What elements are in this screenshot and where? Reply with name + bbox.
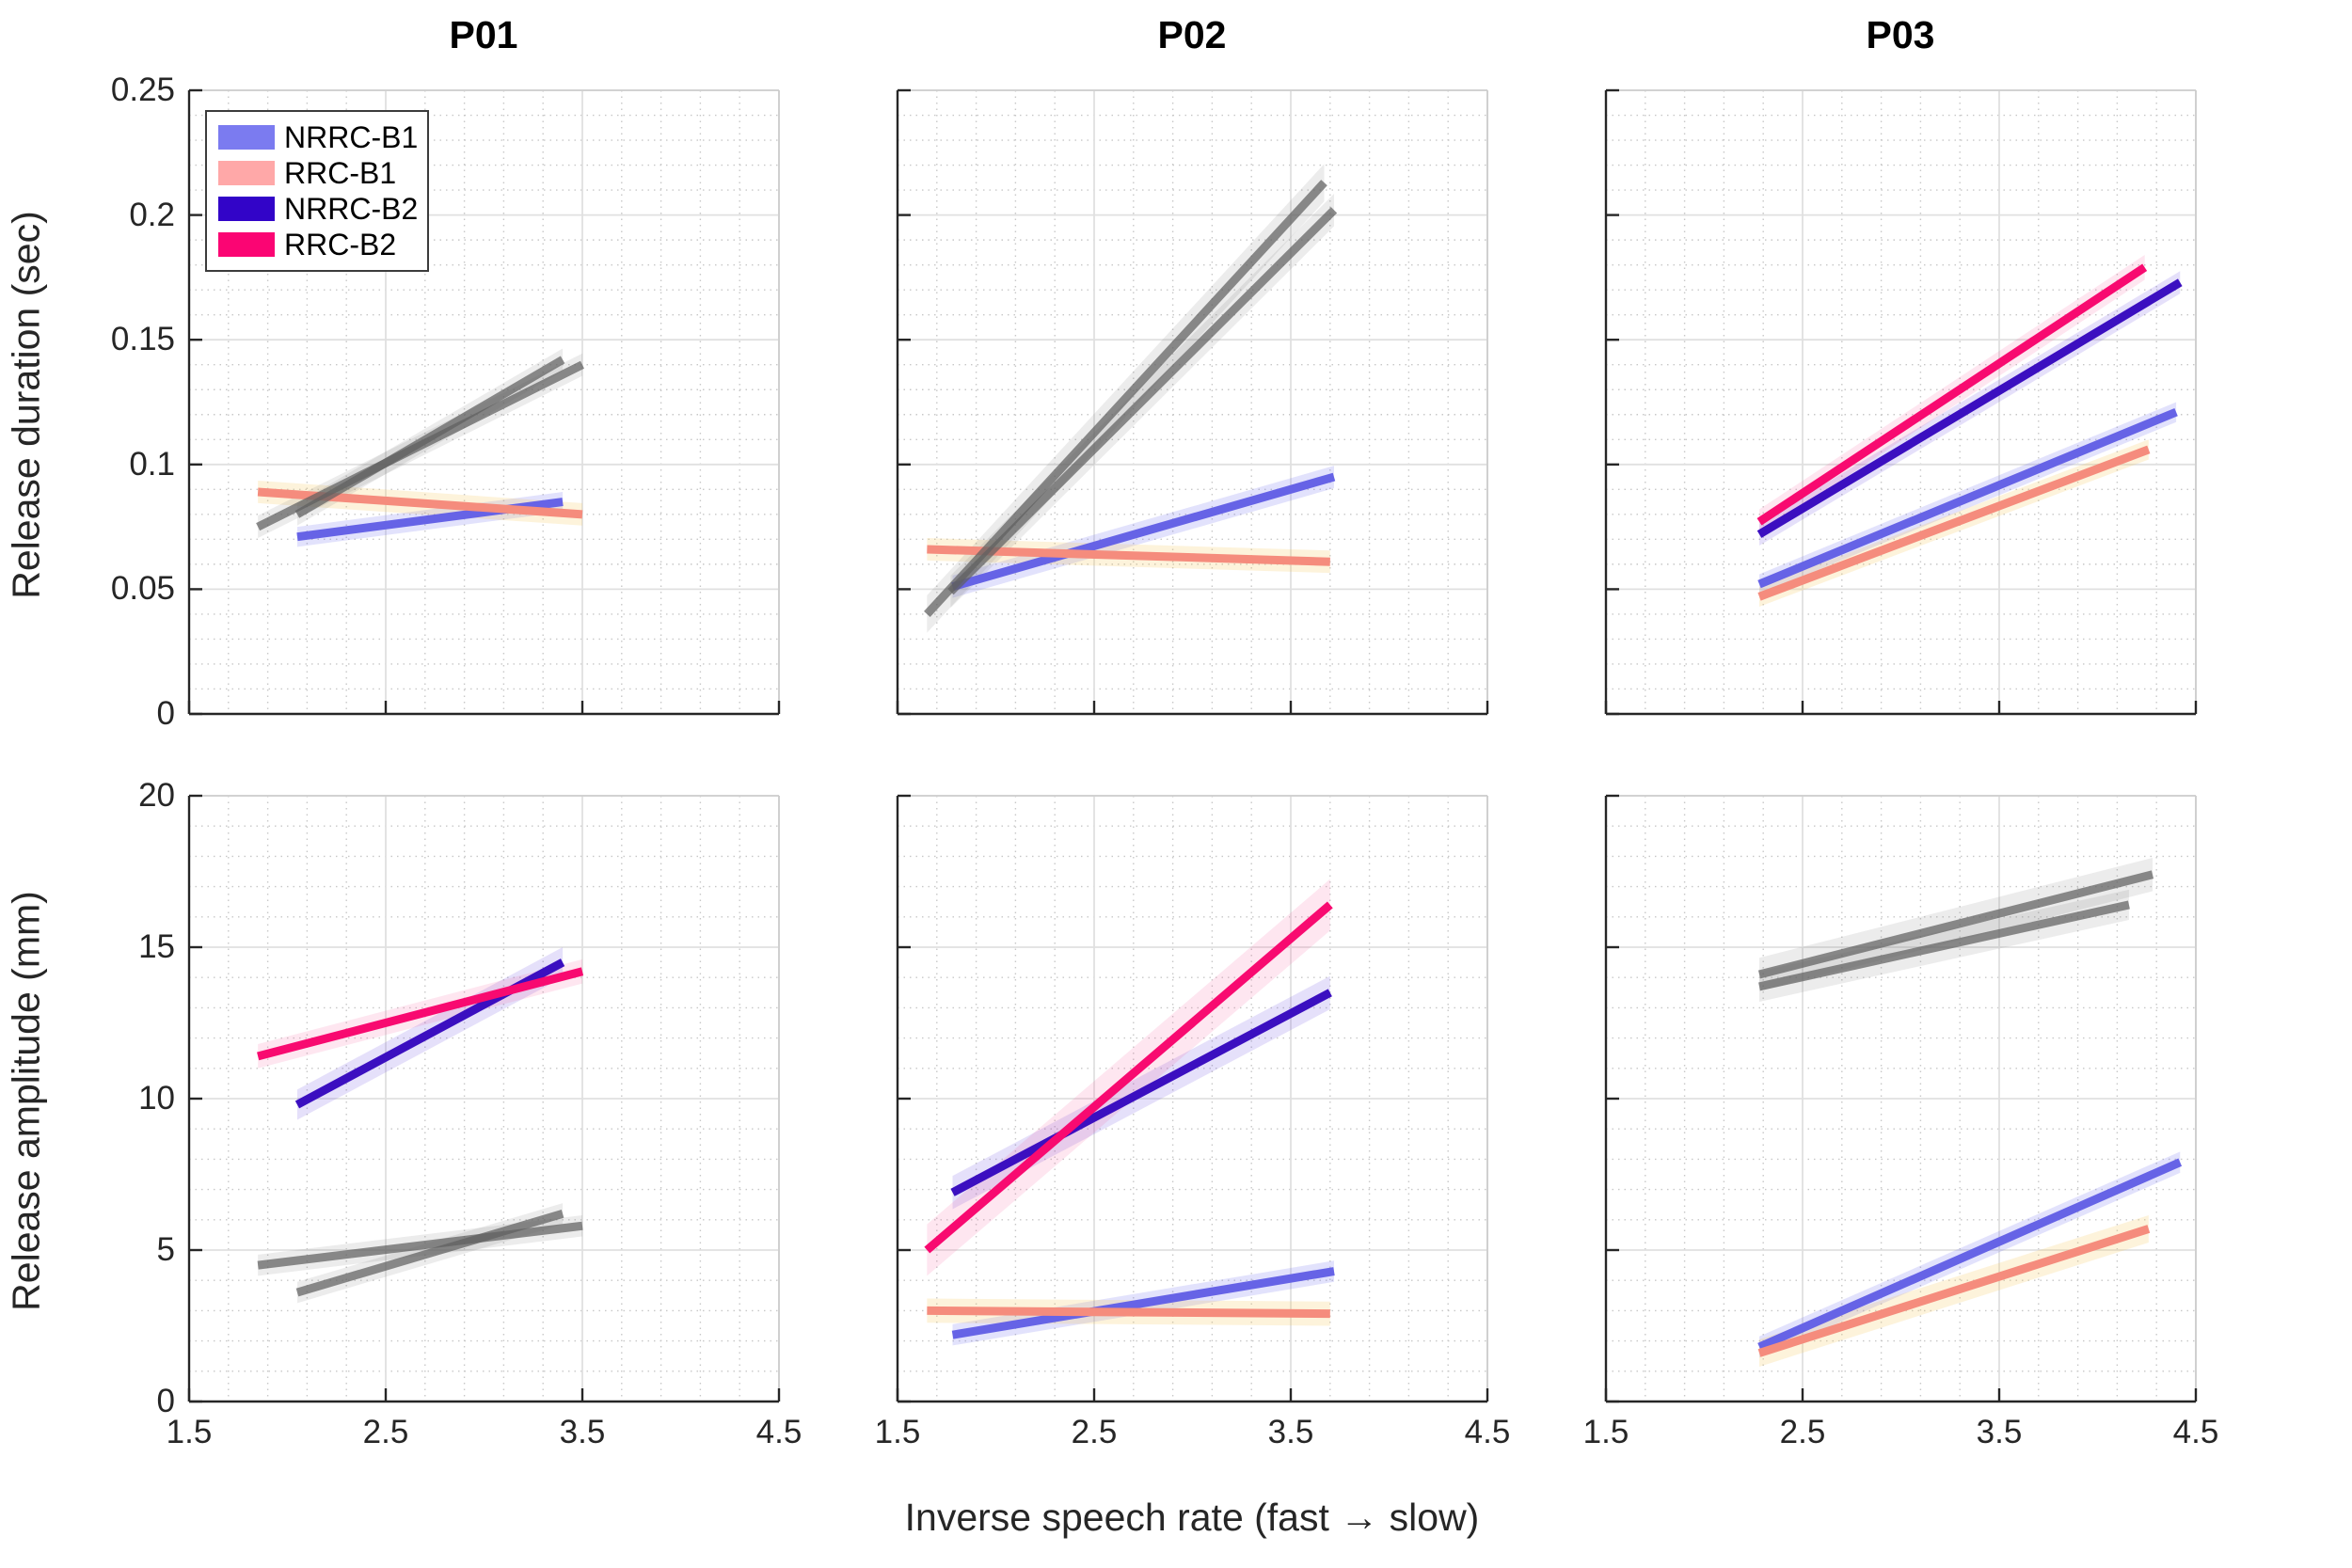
x-tick-label: 2.5 bbox=[1779, 1414, 1826, 1450]
legend-swatch-nrrc-b1 bbox=[218, 125, 275, 150]
y-axis-label-amplitude: Release amplitude (mm) bbox=[4, 891, 48, 1311]
fit-line-nrrc-b1 bbox=[295, 1210, 564, 1297]
legend-item: RRC-B1 bbox=[218, 155, 418, 191]
fit-line-nrrc-b2 bbox=[947, 207, 1338, 595]
legend-item: NRRC-B1 bbox=[218, 119, 418, 155]
fit-line-nrrc-b1 bbox=[1757, 1158, 2183, 1352]
fit-line-nrrc-b1 bbox=[951, 472, 1336, 592]
fit-line-rrc-b2 bbox=[257, 967, 584, 1061]
legend: NRRC-B1 RRC-B1 NRRC-B2 RRC-B2 bbox=[205, 110, 429, 272]
axes-box bbox=[187, 89, 780, 716]
minor-grid bbox=[189, 796, 779, 1402]
x-tick-label: 4.5 bbox=[1464, 1414, 1511, 1450]
fit-line-nrrc-b2 bbox=[1756, 278, 2183, 538]
legend-item: NRRC-B2 bbox=[218, 191, 418, 227]
tick-marks bbox=[1604, 794, 2198, 1403]
axes-box bbox=[1604, 89, 2197, 716]
legend-label-nrrc-b1: NRRC-B1 bbox=[284, 119, 419, 154]
y-tick-label: 0 bbox=[156, 1383, 175, 1419]
fit-line-rrc-b1 bbox=[1757, 445, 2151, 601]
y-tick-label: 15 bbox=[138, 928, 175, 965]
tick-marks bbox=[896, 794, 1489, 1403]
panel-P03-row0 bbox=[1604, 88, 2198, 716]
fit-line-rrc-b2 bbox=[924, 180, 1327, 617]
x-tick-label: 1.5 bbox=[166, 1414, 213, 1450]
legend-label-rrc-b2: RRC-B2 bbox=[284, 227, 397, 261]
minor-grid bbox=[1606, 90, 2196, 714]
x-tick-label: 2.5 bbox=[1071, 1414, 1118, 1450]
fit-line-rrc-b2 bbox=[1758, 900, 2130, 991]
major-grid bbox=[1605, 89, 2197, 715]
legend-label-rrc-b1: RRC-B1 bbox=[284, 155, 397, 190]
legend-item: RRC-B2 bbox=[218, 227, 418, 262]
minor-grid bbox=[898, 90, 1487, 714]
y-tick-label: 0.05 bbox=[110, 570, 175, 608]
fit-line-rrc-b1 bbox=[1757, 1225, 2151, 1357]
legend-swatch-nrrc-b2 bbox=[218, 197, 275, 221]
y-tick-label: 20 bbox=[138, 777, 175, 814]
y-tick-label: 0.2 bbox=[129, 196, 175, 233]
x-tick-label: 4.5 bbox=[2172, 1414, 2219, 1450]
fit-line-nrrc-b2 bbox=[1757, 870, 2154, 979]
y-axis-label-duration: Release duration (sec) bbox=[4, 211, 48, 599]
fit-line-rrc-b2 bbox=[924, 901, 1333, 1254]
x-tick-label: 2.5 bbox=[362, 1414, 409, 1450]
fit-line-nrrc-b1 bbox=[1757, 407, 2178, 589]
fit-line-rrc-b1 bbox=[927, 1306, 1330, 1319]
major-grid bbox=[897, 89, 1488, 715]
panel-P02-row1 bbox=[896, 794, 1489, 1403]
x-axis-label: Inverse speech rate (fast → slow) bbox=[904, 1496, 1480, 1539]
fit-line-rrc-b2 bbox=[256, 360, 585, 531]
panel-title-p01: P01 bbox=[449, 13, 518, 56]
panel-title-p02: P02 bbox=[1157, 13, 1227, 56]
tick-marks bbox=[1604, 88, 2198, 716]
fit-line-rrc-b1 bbox=[257, 1221, 583, 1270]
x-tick-label: 1.5 bbox=[874, 1414, 921, 1450]
y-tick-label: 0.25 bbox=[110, 71, 175, 108]
tick-marks bbox=[187, 794, 781, 1403]
legend-label-nrrc-b2: NRRC-B2 bbox=[284, 191, 419, 226]
axes-box bbox=[896, 89, 1488, 716]
x-tick-label: 1.5 bbox=[1582, 1414, 1629, 1450]
x-tick-label: 3.5 bbox=[559, 1414, 606, 1450]
fit-line-rrc-b2 bbox=[1756, 263, 2148, 526]
y-tick-label: 10 bbox=[138, 1080, 175, 1117]
legend-swatch-rrc-b1 bbox=[218, 161, 275, 185]
x-tick-label: 3.5 bbox=[1976, 1414, 2023, 1450]
x-tick-label: 4.5 bbox=[755, 1414, 803, 1450]
legend-swatch-rrc-b2 bbox=[218, 232, 275, 257]
y-tick-label: 5 bbox=[156, 1231, 175, 1268]
panel-title-p03: P03 bbox=[1866, 13, 1935, 56]
panel-P03-row1 bbox=[1604, 794, 2198, 1403]
y-tick-label: 0.1 bbox=[129, 445, 175, 483]
panel-P01-row1 bbox=[187, 794, 781, 1403]
tick-marks bbox=[187, 88, 781, 716]
panel-P02-row0 bbox=[896, 88, 1489, 716]
x-tick-label: 3.5 bbox=[1267, 1414, 1314, 1450]
fit-line-nrrc-b1 bbox=[951, 1267, 1335, 1339]
tick-marks bbox=[896, 88, 1489, 716]
fit-line-nrrc-b2 bbox=[950, 989, 1332, 1196]
y-tick-label: 0.15 bbox=[110, 321, 175, 358]
y-tick-label: 0 bbox=[156, 695, 175, 732]
